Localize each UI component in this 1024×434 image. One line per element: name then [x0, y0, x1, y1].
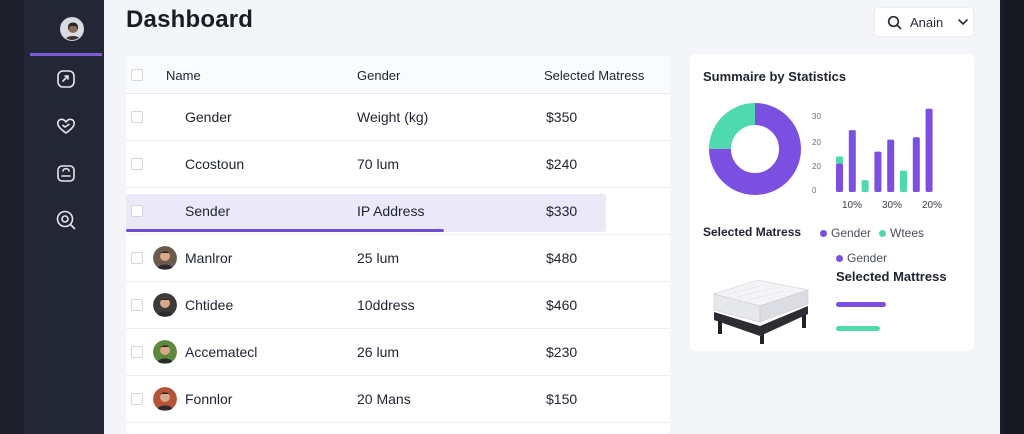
column-header-name[interactable]: Name [166, 68, 201, 83]
legend-title: Selected Matress [703, 225, 802, 239]
cell-gender: 20 Mans [357, 391, 411, 407]
x-tick-label: 10% [842, 200, 862, 211]
row-checkbox[interactable] [131, 299, 143, 311]
bar [836, 163, 843, 192]
row-checkbox[interactable] [131, 111, 143, 123]
legend-item-wtees: Wtees [879, 226, 924, 240]
x-tick-label: 30% [882, 200, 902, 211]
avatar [153, 340, 177, 364]
legend-dot [879, 229, 886, 237]
y-tick-label: 30 [812, 112, 821, 121]
cell-price: $480 [546, 250, 578, 266]
cell-gender: 26 lum [357, 344, 400, 360]
table-row[interactable]: Ccostoun 70 lum $240 [126, 141, 670, 188]
table-row[interactable]: Sender IP Address $330 [126, 188, 670, 235]
bar-chart: 30 20 20 0 10% 30% 20% [812, 108, 942, 211]
avatar [153, 293, 177, 317]
donut-chart [709, 103, 801, 195]
page-title: Dashboard [126, 6, 254, 33]
legend-dot [836, 254, 843, 262]
cell-price: $150 [546, 391, 578, 407]
product-legend-label: Gender [847, 251, 888, 265]
row-checkbox[interactable] [131, 252, 143, 264]
data-table: Name Gender Selected Matress Gender Weigh… [126, 56, 670, 434]
bar [900, 170, 907, 192]
row-checkbox[interactable] [131, 346, 143, 358]
table-header: Name Gender Selected Matress [126, 56, 670, 94]
mattress-image [708, 264, 812, 349]
table-row[interactable]: Chtidee 10ddress $460 [126, 282, 670, 329]
bar [836, 156, 843, 164]
cell-price: $330 [546, 203, 578, 219]
table-row[interactable]: Manlror 25 lum $480 [126, 235, 670, 282]
cell-gender: 25 lum [357, 250, 400, 266]
statistics-card: Summaire by Statistics 30 20 20 0 10% 30% 20% … [690, 54, 974, 351]
sidebar [24, 0, 104, 434]
bar [861, 180, 869, 192]
avatar [153, 387, 177, 411]
user-name: Anain [910, 14, 944, 30]
table-row[interactable]: Fonnlor 20 Mans $150 [126, 376, 670, 423]
select-all-checkbox[interactable] [131, 69, 143, 81]
cell-gender: 70 lum [357, 156, 400, 172]
cell-price: $230 [546, 344, 578, 360]
row-highlight [126, 194, 606, 232]
magnifier-icon[interactable] [55, 209, 77, 231]
legend-item-gender: Gender [820, 226, 871, 240]
table-row[interactable]: Accematecl 26 lum $230 [126, 329, 670, 376]
product-name: Selected Mattress [836, 269, 947, 284]
cell-gender: IP Address [357, 203, 425, 219]
bar [887, 139, 895, 192]
statistics-title: Summaire by Statistics [703, 69, 847, 84]
cell-name: Manlror [185, 250, 233, 266]
row-checkbox[interactable] [131, 205, 143, 217]
bar [912, 137, 920, 192]
product-progress-bar-purple [836, 302, 886, 307]
table-row[interactable]: Gender Weight (kg) $350 [126, 94, 670, 141]
pie-slice [709, 103, 801, 195]
bar [848, 130, 856, 192]
cell-name: Fonnlor [185, 391, 233, 407]
cell-price: $350 [546, 109, 578, 125]
legend-label: Gender [831, 226, 872, 240]
avatar [153, 246, 177, 270]
refresh-icon[interactable] [55, 68, 77, 90]
y-tick-label: 0 [812, 186, 817, 195]
search-icon [887, 15, 902, 30]
y-tick-label: 20 [812, 162, 821, 171]
row-checkbox[interactable] [131, 158, 143, 170]
row-selection-bar [126, 229, 444, 232]
y-tick-label: 20 [812, 138, 821, 147]
product-progress-bar-teal [836, 326, 880, 331]
window-frame-left [0, 0, 24, 434]
cell-price: $460 [546, 297, 578, 313]
legend-label: Wtees [890, 226, 925, 240]
column-header-gender[interactable]: Gender [357, 68, 401, 83]
avatar[interactable] [60, 17, 84, 41]
bar [874, 151, 882, 192]
bar [925, 108, 933, 192]
row-checkbox[interactable] [131, 393, 143, 405]
sidebar-item-profile[interactable] [30, 0, 102, 56]
cell-name: Chtidee [185, 297, 234, 313]
x-tick-label: 20% [922, 200, 942, 211]
user-menu[interactable]: Anain [874, 7, 974, 37]
column-header-selected-matress[interactable]: Selected Matress [544, 68, 645, 83]
cell-gender: Weight (kg) [357, 109, 429, 125]
cell-name: Sender [185, 203, 231, 219]
main-panel: Dashboard Anain Name Gender Selected Mat… [104, 0, 1000, 434]
cell-name: Ccostoun [185, 156, 245, 172]
chevron-down-icon [957, 16, 969, 28]
product-legend: Gender [836, 251, 887, 265]
cell-gender: 10ddress [357, 297, 415, 313]
cell-name: Gender [185, 109, 232, 125]
heart-icon[interactable] [55, 115, 77, 137]
cell-name: Accematecl [185, 344, 258, 360]
legend-dot [820, 229, 827, 237]
cell-price: $240 [546, 156, 578, 172]
bag-icon[interactable] [55, 162, 77, 184]
window-frame-right [1004, 0, 1024, 434]
